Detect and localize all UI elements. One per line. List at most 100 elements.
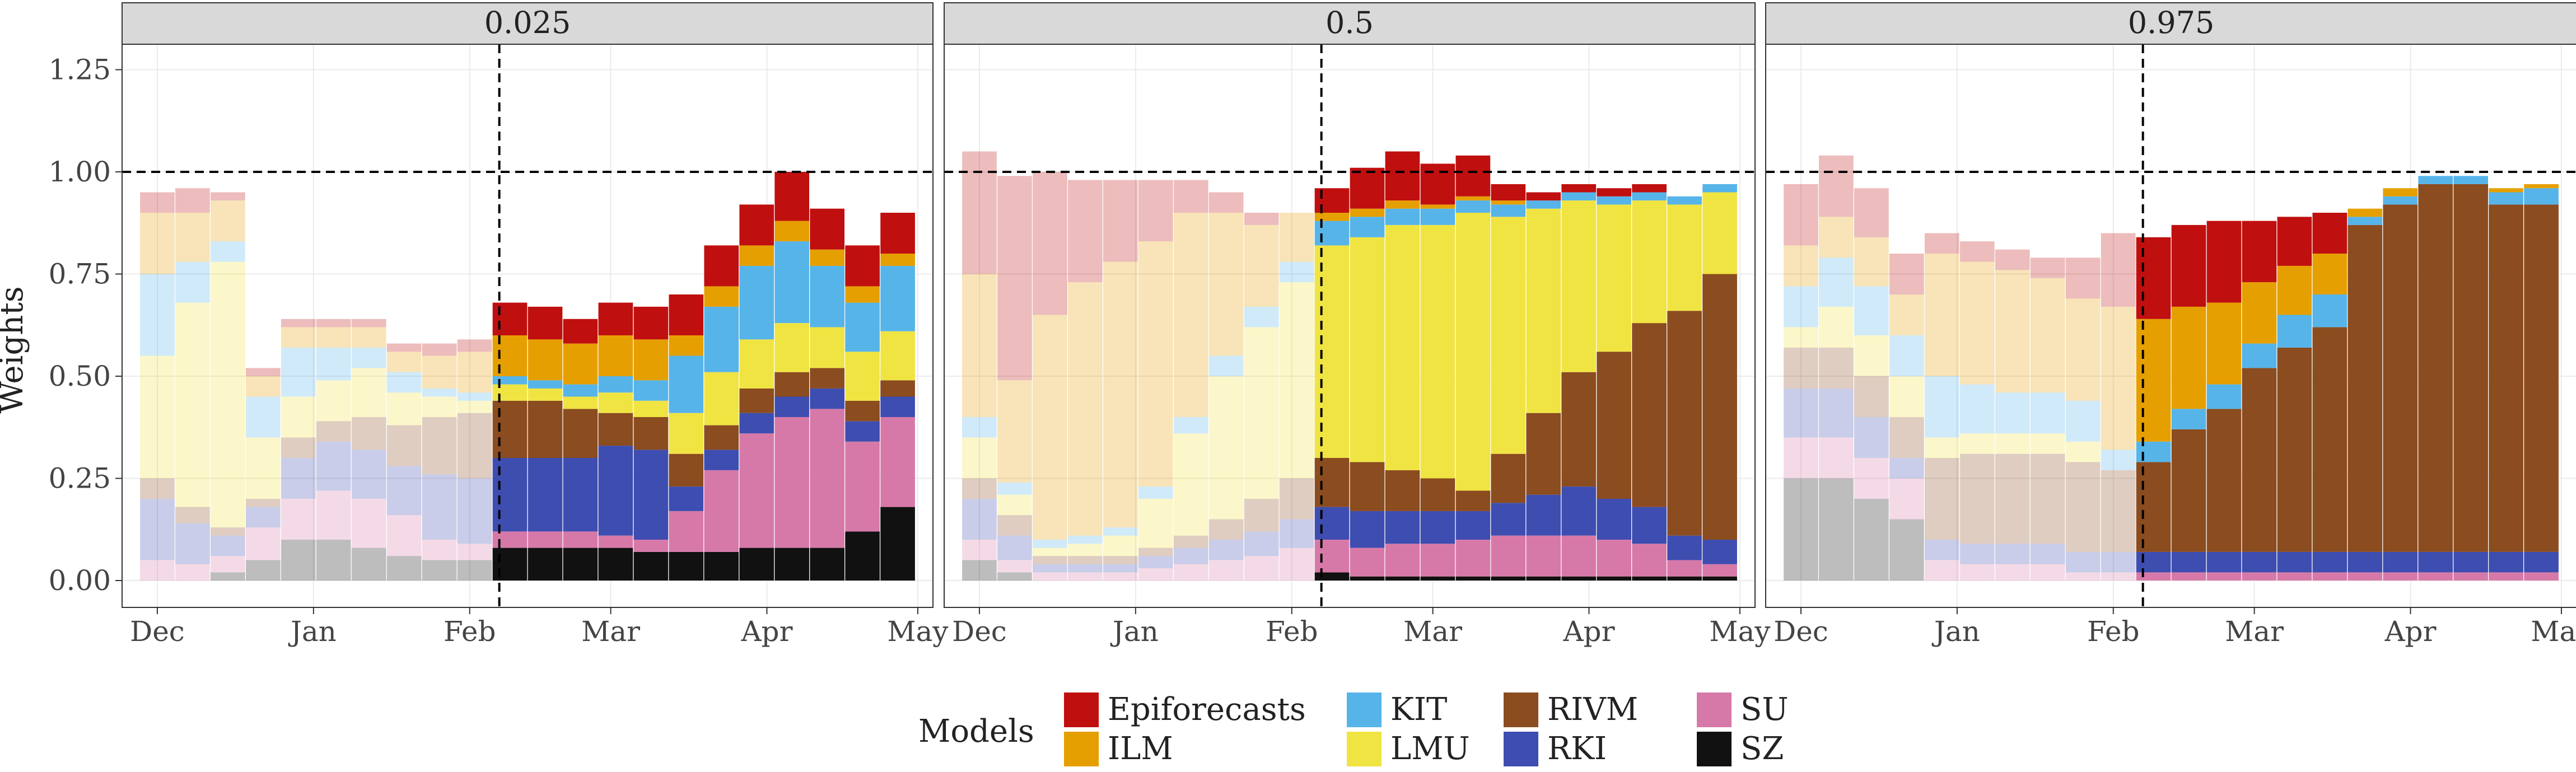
y-tick-label: 1.25: [49, 54, 111, 86]
bar-segment-ilm: [2383, 188, 2418, 196]
bar-segment-kit: [2524, 188, 2559, 205]
bar-segment-ilm: [1173, 213, 1208, 417]
bar-segment-kit: [492, 376, 528, 385]
bar-segment-rivm: [810, 368, 844, 389]
bar-segment-sz: [528, 548, 563, 581]
bar-segment-ilm: [1784, 245, 1818, 287]
bar-segment-rki: [528, 458, 563, 532]
bar-segment-rki: [1959, 544, 1995, 564]
x-tick-label: Mar: [1403, 615, 1462, 648]
bar-segment-sz: [1350, 576, 1385, 581]
bar-segment-lmu: [1350, 237, 1385, 462]
bar-segment-kit: [1667, 196, 1702, 205]
bar-segment-rivm: [997, 515, 1032, 536]
panel-strip-label: 0.975: [2128, 5, 2215, 40]
bar-segment-lmu: [1244, 327, 1279, 499]
bar-segment-su: [2171, 572, 2206, 581]
bar-segment-lmu: [880, 331, 915, 381]
bar-segment-epiforecasts: [633, 306, 669, 340]
bar-segment-su: [1033, 572, 1067, 581]
bar-segment-epiforecasts: [211, 192, 245, 201]
bar-segment-lmu: [1667, 204, 1702, 311]
bar-segment-ilm: [2206, 302, 2242, 385]
bar-segment-rki: [316, 441, 351, 491]
bar-segment-epiforecasts: [386, 343, 422, 352]
bar-segment-rivm: [2206, 409, 2242, 552]
bar-segment-epiforecasts: [1420, 163, 1455, 205]
bar-segment-kit: [598, 376, 633, 393]
bar-segment-ilm: [1033, 315, 1067, 540]
bar-segment-kit: [962, 417, 997, 438]
bar-segment-kit: [1244, 306, 1279, 327]
legend-label: SZ: [1740, 731, 1784, 767]
y-tick-label: 0.25: [49, 462, 111, 495]
bar-segment-rivm: [2101, 470, 2136, 552]
bar-segment-rki: [245, 507, 281, 528]
bar-segment-ilm: [1420, 204, 1455, 209]
bar-segment-kit: [1314, 221, 1350, 246]
bar-segment-ilm: [1854, 237, 1889, 287]
bar-segment-ilm: [211, 200, 245, 242]
bar-segment-su: [1854, 458, 1889, 499]
bar-segment-rivm: [1314, 458, 1350, 507]
bar-segment-kit: [2030, 392, 2065, 434]
bar-segment-kit: [704, 306, 739, 372]
bar-segment-kit: [997, 482, 1032, 495]
bar-segment-kit: [457, 392, 492, 401]
bar-segment-kit: [1597, 196, 1632, 205]
bar-segment-su: [1350, 548, 1385, 577]
bar-segment-ilm: [739, 245, 774, 266]
bar-segment-rki: [633, 450, 669, 540]
bar-segment-epiforecasts: [1455, 155, 1491, 196]
bar-segment-lmu: [351, 368, 386, 417]
bar-segment-rivm: [1350, 462, 1385, 511]
legend-swatch: [1504, 732, 1538, 766]
bar-segment-rivm: [492, 400, 528, 458]
bar-segment-sz: [281, 540, 316, 581]
panel-border: [122, 44, 934, 608]
bar-segment-su: [1244, 556, 1279, 581]
panel-border: [944, 44, 1756, 608]
bar-segment-rki: [880, 396, 915, 417]
bar-segment-epiforecasts: [1561, 184, 1597, 193]
bar-segment-ilm: [422, 355, 457, 389]
bar-segment-kit: [1279, 261, 1314, 283]
bar-segment-rivm: [528, 400, 563, 458]
legend-label: ILM: [1108, 731, 1173, 767]
bar-segment-epiforecasts: [1033, 172, 1067, 315]
bar-segment-epiforecasts: [598, 302, 633, 335]
bar-segment-rivm: [633, 417, 669, 450]
bar-segment-lmu: [774, 323, 810, 372]
bar-segment-lmu: [633, 400, 669, 417]
bar-segment-su: [1103, 572, 1138, 581]
y-tick-label: 0.50: [49, 360, 111, 392]
bar-segment-lmu: [1385, 224, 1420, 470]
bar-segment-lmu: [281, 396, 316, 438]
bar-segment-rivm: [1632, 323, 1667, 507]
bar-segment-rivm: [316, 421, 351, 442]
bar-segment-sz: [1854, 499, 1889, 581]
panel-0.5: 0.5 Dec Jan Feb Mar Apr May: [944, 2, 1771, 648]
bar-segment-rivm: [2277, 347, 2312, 552]
bar-segment-ilm: [1350, 208, 1385, 217]
bar-segment-rivm: [2242, 368, 2277, 552]
bar-segment-su: [422, 540, 457, 560]
bar-segment-rivm: [351, 417, 386, 450]
bar-segment-rki: [2453, 551, 2488, 573]
bar-segment-rki: [2524, 551, 2559, 573]
bar-segment-rivm: [1854, 376, 1889, 417]
bar-segment-lmu: [1138, 499, 1173, 548]
bar-segment-su: [2453, 572, 2488, 581]
bar-segment-rivm: [1138, 548, 1173, 556]
bar-segment-epiforecasts: [492, 302, 528, 335]
bar-segment-su: [1561, 535, 1597, 577]
bar-segment-rivm: [1420, 478, 1455, 511]
bar-segment-sz: [492, 548, 528, 581]
bar-segment-kit: [810, 265, 844, 327]
bar-segment-ilm: [2171, 306, 2206, 409]
bar-segment-rivm: [1455, 490, 1491, 511]
bar-segment-ilm: [2348, 208, 2383, 217]
bar-segment-kit: [1033, 540, 1067, 548]
bar-segment-lmu: [1103, 535, 1138, 556]
bar-segment-rivm: [774, 372, 810, 397]
